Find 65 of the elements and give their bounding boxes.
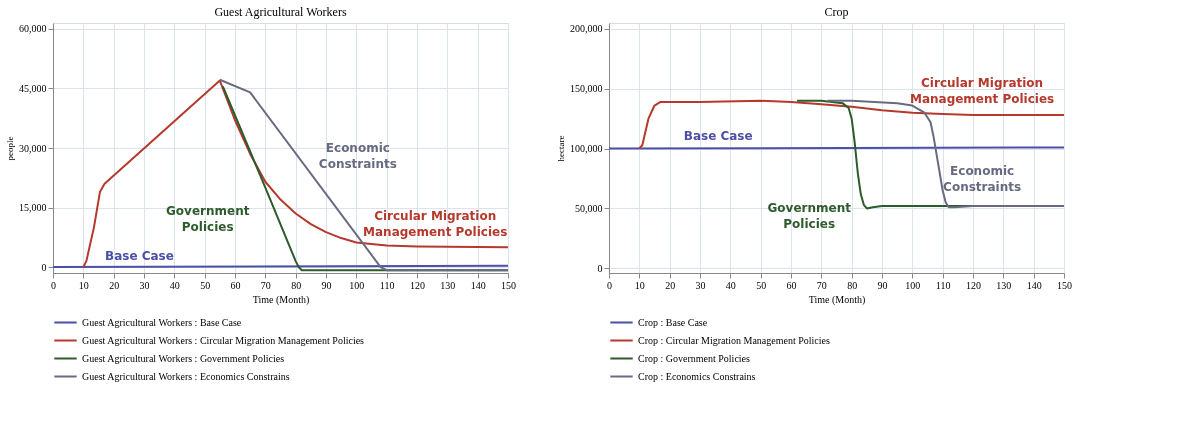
chart-title: Guest Agricultural Workers (214, 5, 347, 19)
x-tick-label: 50 (200, 279, 211, 291)
y-tick-label: 100,000 (570, 143, 603, 155)
legend-label: Crop : Base Case (638, 316, 708, 328)
x-tick-label: 40 (725, 279, 736, 291)
x-tick-label: 60 (230, 279, 241, 291)
annotation: Government Policies (767, 201, 852, 231)
x-axis-title: Time (Month) (252, 293, 310, 306)
x-tick-label: 30 (695, 279, 706, 291)
annotation: Economic Constraints (318, 141, 397, 171)
x-tick-label: 90 (877, 279, 888, 291)
y-axis-title: people (5, 136, 15, 161)
legend-label: Guest Agricultural Workers : Base Case (82, 316, 242, 328)
y-tick-label: 30,000 (19, 142, 47, 154)
annotation: Base Case (105, 248, 174, 263)
annotation: Circular Migration Management Policies (363, 208, 508, 239)
x-tick-label: 20 (109, 279, 120, 291)
y-tick-label: 200,000 (570, 23, 603, 35)
annotation: Base Case (683, 128, 753, 143)
x-tick-label: 0 (51, 279, 56, 291)
x-tick-label: 50 (756, 279, 767, 291)
legend-label: Guest Agricultural Workers : Economics Constrains (82, 370, 290, 382)
y-tick-label: 0 (41, 261, 47, 273)
y-axis-title: hectare (556, 135, 566, 162)
y-tick-label: 50,000 (575, 202, 603, 214)
x-tick-label: 10 (634, 279, 645, 291)
legend-label: Crop : Government Policies (638, 352, 751, 364)
x-tick-label: 100 (905, 279, 921, 291)
x-tick-label: 10 (78, 279, 89, 291)
x-tick-label: 60 (786, 279, 797, 291)
legend-label: Guest Agricultural Workers : Government Policies (82, 352, 285, 364)
line-series (82, 79, 509, 269)
x-tick-label: 40 (169, 279, 180, 291)
x-tick-label: 0 (607, 279, 612, 291)
x-tick-label: 120 (966, 279, 981, 291)
x-tick-label: 20 (665, 279, 676, 291)
x-tick-label: 150 (1057, 279, 1072, 291)
x-tick-label: 90 (321, 279, 332, 291)
x-tick-label: 70 (260, 279, 271, 291)
legend-label: Crop : Circular Migration Management Policies (638, 334, 831, 346)
legend-label: Guest Agricultural Workers : Circular Migration Management Policies (82, 334, 365, 346)
x-axis-title: Time (Month) (808, 293, 866, 306)
x-tick-label: 100 (349, 279, 365, 291)
y-tick-label: 150,000 (570, 83, 603, 95)
y-tick-label: 60,000 (19, 23, 47, 35)
chart-title: Crop (824, 5, 849, 19)
x-tick-label: 140 (470, 279, 486, 291)
y-tick-label: 45,000 (19, 82, 47, 94)
annotation: Circular Migration Management Policies (909, 76, 1055, 106)
x-tick-label: 110 (935, 279, 951, 291)
x-tick-label: 110 (379, 279, 395, 291)
y-tick-label: 0 (597, 262, 603, 274)
annotation: Economic Constraints (943, 163, 1022, 194)
x-tick-label: 150 (501, 279, 516, 291)
x-tick-label: 130 (440, 279, 456, 291)
annotation: Government Policies (165, 203, 250, 234)
x-tick-label: 130 (996, 279, 1012, 291)
y-tick-label: 15,000 (19, 202, 47, 214)
x-tick-label: 80 (847, 279, 858, 291)
x-tick-label: 120 (410, 279, 425, 291)
x-tick-label: 140 (1026, 279, 1042, 291)
x-tick-label: 80 (291, 279, 302, 291)
legend-label: Crop : Economics Constrains (638, 370, 756, 382)
x-tick-label: 30 (139, 279, 150, 291)
x-tick-label: 70 (816, 279, 827, 291)
